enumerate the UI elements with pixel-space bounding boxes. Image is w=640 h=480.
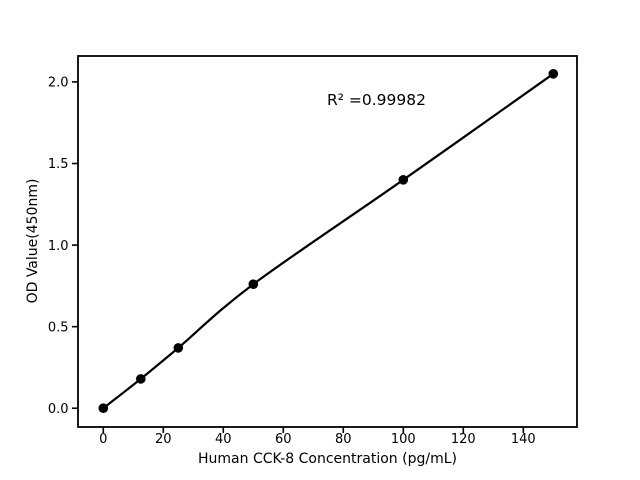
y-tick-label: 2.0 [48, 76, 69, 91]
fit-line [102, 72, 555, 410]
data-point-marker [173, 343, 184, 353]
r-squared-annotation: R² =0.99982 [327, 91, 426, 109]
y-tick-label: 1.5 [48, 157, 69, 172]
x-tick-label: 20 [155, 432, 172, 447]
x-tick-label: 140 [511, 432, 536, 447]
axes-spines [77, 55, 578, 428]
x-axis-ticks: 0 20 40 60 80 100 120 140 [99, 427, 536, 447]
x-tick-label: 40 [215, 432, 232, 447]
y-tick-label: 1.0 [48, 239, 69, 254]
y-axis-label: OD Value(450nm) [25, 178, 41, 304]
y-tick-label: 0.0 [48, 402, 69, 417]
data-point-marker [98, 403, 109, 414]
data-point-marker [248, 279, 259, 290]
y-axis-ticks: 0.0 0.5 1.0 1.5 2.0 [48, 76, 78, 417]
y-tick-label: 0.5 [48, 320, 69, 335]
data-point-marker [548, 69, 559, 79]
x-tick-label: 0 [99, 432, 107, 447]
x-tick-label: 100 [391, 432, 416, 447]
x-axis-label: Human CCK-8 Concentration (pg/mL) [198, 451, 457, 467]
data-points [98, 69, 559, 414]
x-tick-label: 80 [335, 432, 352, 447]
x-tick-label: 60 [275, 432, 292, 447]
data-point-marker [136, 374, 146, 384]
x-tick-label: 120 [451, 432, 476, 447]
data-point-marker [398, 175, 409, 185]
